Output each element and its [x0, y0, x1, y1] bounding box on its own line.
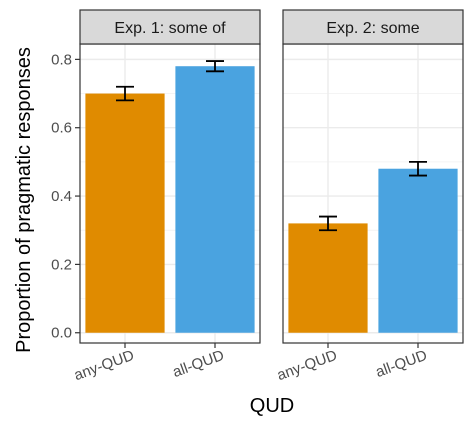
y-tick-label: 0.8	[51, 51, 72, 68]
facet-title: Exp. 1: some of	[114, 20, 226, 37]
y-tick-label: 0.6	[51, 120, 72, 137]
x-tick-label: all-QUD	[373, 347, 429, 381]
x-tick-label: any-QUD	[275, 347, 340, 384]
facet-strip	[282, 9, 464, 45]
facet-panel: Exp. 2: some any-QUD all-QUD	[275, 9, 464, 384]
facet-title: Exp. 2: some	[326, 20, 419, 37]
y-tick-label: 0.2	[51, 256, 72, 273]
x-axis-label: QUD	[250, 395, 294, 417]
y-axis-label: Proportion of pragmatic responses	[13, 47, 35, 353]
x-tick-label: all-QUD	[170, 347, 226, 381]
facet-strip	[79, 9, 261, 45]
x-tick-label: any-QUD	[72, 347, 137, 384]
y-tick-label: 0.4	[51, 188, 72, 205]
error-bar	[409, 160, 427, 177]
bar	[175, 66, 255, 333]
facet-panel: Exp. 1: some of any-QUD all-QUD	[72, 9, 261, 384]
bar	[378, 168, 458, 333]
y-axis: 0.0 0.2 0.4 0.6 0.8	[51, 51, 80, 342]
bar	[85, 93, 165, 333]
y-tick-label: 0.0	[51, 325, 72, 342]
error-bar	[319, 215, 337, 232]
error-bar	[116, 85, 134, 102]
bar	[288, 223, 368, 333]
error-bar	[206, 60, 224, 73]
